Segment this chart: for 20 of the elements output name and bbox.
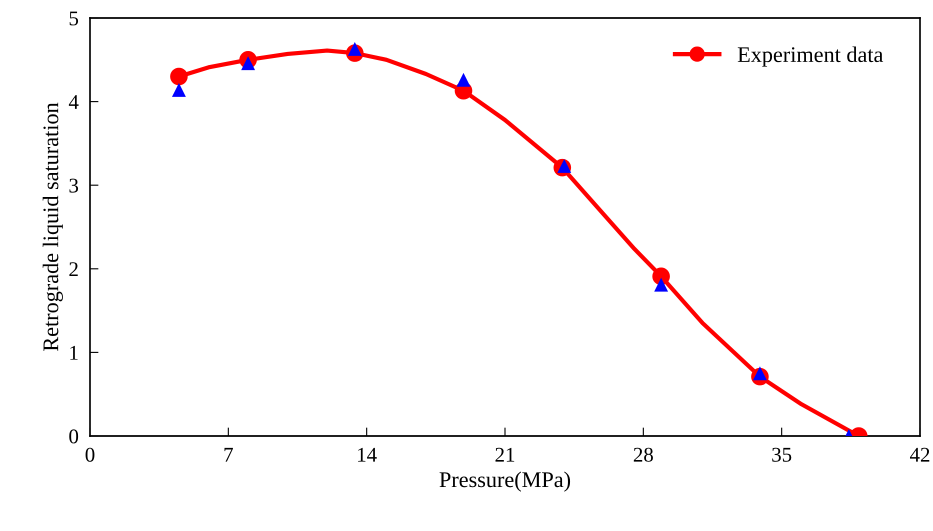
x-tick-label: 0: [86, 448, 94, 462]
x-tick-label: 14: [358, 448, 377, 462]
y-tick-label: 3: [69, 178, 78, 193]
y-axis-title: Retrograde liquid saturation: [42, 102, 63, 352]
x-tick-label: 42: [910, 448, 930, 462]
x-tick-label: 35: [772, 448, 792, 462]
y-tick-label: 0: [69, 429, 78, 444]
x-tick-label: 21: [496, 448, 514, 462]
y-tick-label: 5: [70, 12, 78, 26]
x-tick-label: 28: [634, 448, 653, 462]
y-tick-label: 1: [70, 346, 78, 360]
y-tick-label: 4: [68, 95, 79, 109]
y-tick-label: 2: [69, 262, 78, 276]
point: [654, 278, 668, 292]
x-axis-title: Pressure(MPa): [440, 472, 570, 492]
legend-label: Experiment data: [738, 46, 884, 67]
point: [456, 72, 470, 87]
x-tick-label: 7: [224, 448, 233, 462]
point: [170, 68, 188, 86]
point: [172, 82, 186, 97]
